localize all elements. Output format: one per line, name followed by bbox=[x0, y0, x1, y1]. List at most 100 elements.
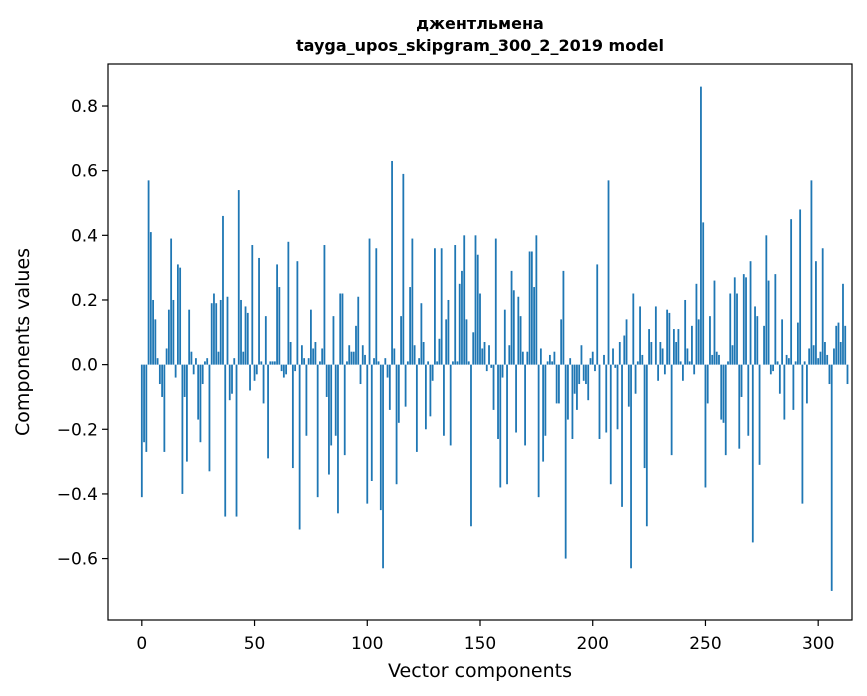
bar bbox=[181, 364, 184, 494]
bar bbox=[339, 293, 342, 365]
bar bbox=[826, 354, 829, 365]
bar bbox=[237, 190, 240, 365]
bar bbox=[443, 364, 445, 436]
bar bbox=[195, 358, 197, 365]
bar bbox=[654, 306, 657, 365]
bar bbox=[208, 364, 211, 472]
x-tick-label: 300 bbox=[802, 634, 834, 654]
bar bbox=[357, 296, 360, 365]
y-tick-label: 0.8 bbox=[71, 97, 98, 117]
bar bbox=[806, 364, 808, 404]
bar bbox=[799, 209, 802, 365]
bar bbox=[206, 358, 209, 365]
bar bbox=[386, 364, 389, 378]
bar bbox=[485, 364, 488, 372]
bar bbox=[231, 364, 233, 394]
bar bbox=[472, 332, 475, 365]
bar bbox=[612, 348, 614, 365]
bar bbox=[713, 280, 716, 365]
x-tick-label: 0 bbox=[136, 634, 147, 654]
bar bbox=[704, 364, 707, 488]
bar bbox=[769, 364, 772, 375]
bar bbox=[686, 348, 689, 365]
bar bbox=[810, 180, 813, 365]
bar bbox=[691, 325, 693, 365]
x-axis-ticks: 0 50 100 150 200 250 300 bbox=[136, 620, 834, 654]
bar bbox=[684, 299, 687, 365]
bar bbox=[321, 348, 324, 365]
y-axis-ticks: −0.6 −0.4 −0.2 0.0 0.2 0.4 0.6 0.8 bbox=[57, 97, 108, 570]
bar bbox=[282, 364, 285, 378]
bar bbox=[711, 354, 714, 365]
bar bbox=[688, 361, 691, 365]
bar bbox=[594, 364, 596, 372]
bar bbox=[573, 364, 576, 394]
bar bbox=[204, 361, 206, 365]
bar bbox=[213, 293, 215, 365]
bar bbox=[582, 364, 585, 381]
bar bbox=[792, 364, 795, 410]
bar bbox=[614, 364, 617, 368]
bar bbox=[488, 345, 490, 365]
bar bbox=[709, 316, 711, 365]
bar bbox=[618, 342, 621, 365]
bar bbox=[666, 309, 669, 365]
bar bbox=[325, 364, 328, 397]
bar bbox=[197, 364, 200, 420]
bar bbox=[722, 364, 725, 423]
bar bbox=[828, 364, 831, 385]
bar bbox=[510, 270, 513, 365]
bar bbox=[585, 364, 587, 385]
bar bbox=[240, 299, 242, 365]
bar bbox=[528, 251, 531, 365]
y-tick-label: 0.2 bbox=[71, 291, 98, 311]
bar bbox=[143, 364, 145, 443]
bar bbox=[149, 232, 152, 365]
bar bbox=[790, 219, 793, 365]
bar bbox=[648, 329, 650, 365]
bar bbox=[736, 293, 738, 365]
bar bbox=[751, 364, 754, 543]
bar bbox=[328, 364, 330, 475]
bar bbox=[167, 309, 170, 365]
bar bbox=[470, 364, 472, 527]
bar bbox=[492, 364, 495, 410]
bar bbox=[350, 351, 353, 365]
x-tick-label: 200 bbox=[577, 634, 609, 654]
y-tick-label: 0.0 bbox=[71, 356, 98, 376]
bar bbox=[364, 354, 366, 365]
bar bbox=[706, 364, 709, 404]
bar bbox=[388, 364, 391, 410]
bar bbox=[269, 361, 272, 365]
bar bbox=[219, 299, 222, 365]
bar bbox=[817, 358, 820, 365]
bar bbox=[476, 254, 479, 365]
bar bbox=[461, 270, 463, 365]
bar bbox=[384, 358, 387, 365]
bar bbox=[172, 299, 175, 365]
bar bbox=[503, 309, 506, 365]
bar bbox=[415, 364, 418, 452]
bar bbox=[377, 361, 380, 365]
bar bbox=[267, 364, 269, 459]
bar bbox=[215, 303, 218, 365]
bar bbox=[255, 364, 258, 375]
bar bbox=[774, 274, 777, 365]
bar bbox=[251, 245, 254, 365]
bar bbox=[271, 361, 274, 365]
bar bbox=[140, 364, 143, 498]
bar bbox=[305, 364, 308, 436]
bar bbox=[715, 351, 718, 365]
bar bbox=[542, 364, 545, 462]
bar bbox=[163, 364, 166, 452]
bar bbox=[772, 364, 774, 372]
bar bbox=[745, 277, 747, 365]
bar bbox=[434, 248, 436, 365]
bar bbox=[783, 364, 786, 420]
bar bbox=[244, 306, 247, 365]
bar bbox=[835, 325, 838, 365]
bar bbox=[440, 248, 443, 365]
bar bbox=[474, 235, 477, 365]
bar bbox=[170, 238, 173, 365]
bar-series bbox=[140, 86, 849, 591]
